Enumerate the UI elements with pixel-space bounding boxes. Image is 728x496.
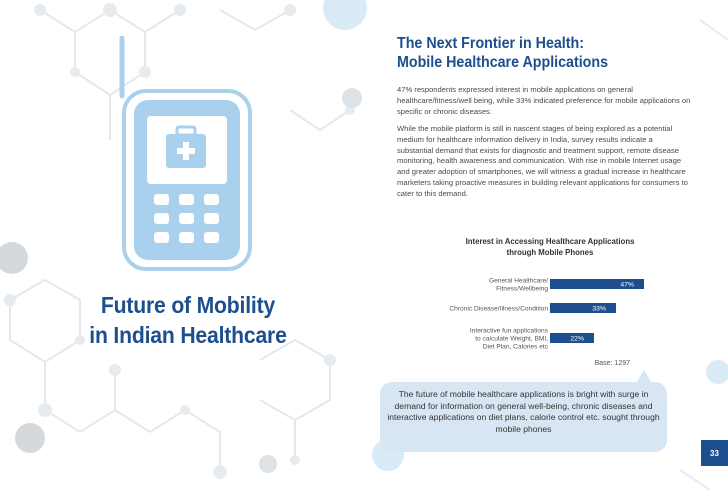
chart-title-line2: through Mobile Phones bbox=[506, 248, 594, 257]
left-title-line1: Future of Mobility bbox=[100, 292, 276, 318]
chart-category-label: Chronic Disease/Illness/Condition bbox=[449, 306, 548, 313]
left-page-title: Future of Mobility in Indian Healthcare bbox=[58, 290, 318, 350]
chart-category-label: General Healthcare/ bbox=[489, 277, 548, 284]
callout-pointer bbox=[636, 370, 652, 383]
intro-paragraph: 47% respondents expressed interest in mo… bbox=[397, 85, 691, 116]
chart-category-label: Fitness/Wellbeing bbox=[496, 286, 548, 293]
medical-kit-icon bbox=[166, 125, 206, 168]
chart-title-line1: Interest in Accessing Healthcare Applica… bbox=[465, 237, 635, 246]
chart-category-label: Diet Plan, Calories etc bbox=[483, 344, 549, 351]
section-heading: The Next Frontier in Health: Mobile Heal… bbox=[397, 34, 697, 72]
page-number-badge: 33 bbox=[701, 440, 728, 466]
chart-bar bbox=[550, 333, 594, 343]
chart-title: Interest in Accessing Healthcare Applica… bbox=[430, 236, 670, 258]
summary-callout: The future of mobile healthcare applicat… bbox=[380, 382, 667, 452]
chart-bar bbox=[550, 303, 616, 313]
mobile-phone-icon bbox=[119, 36, 252, 271]
chart-value-label: 22% bbox=[570, 335, 584, 342]
chart-category-label: Interactive fun applications bbox=[470, 327, 549, 334]
chart-value-label: 33% bbox=[592, 305, 606, 312]
chart-base-note: Base: 1297 bbox=[594, 360, 630, 367]
heading-line2: Mobile Healthcare Applications bbox=[397, 54, 609, 71]
left-title-line2: in Indian Healthcare bbox=[89, 322, 287, 348]
heading-line1: The Next Frontier in Health: bbox=[397, 35, 584, 52]
callout-text: The future of mobile healthcare applicat… bbox=[387, 389, 660, 434]
chart-category-label: to calculate Weight, BMI, bbox=[475, 336, 548, 343]
chart-bar bbox=[550, 279, 644, 289]
chart-value-label: 47% bbox=[620, 281, 634, 288]
body-paragraph: While the mobile platform is still in na… bbox=[397, 124, 688, 198]
interest-bar-chart: General Healthcare/Fitness/Wellbeing 47% C… bbox=[449, 277, 644, 351]
